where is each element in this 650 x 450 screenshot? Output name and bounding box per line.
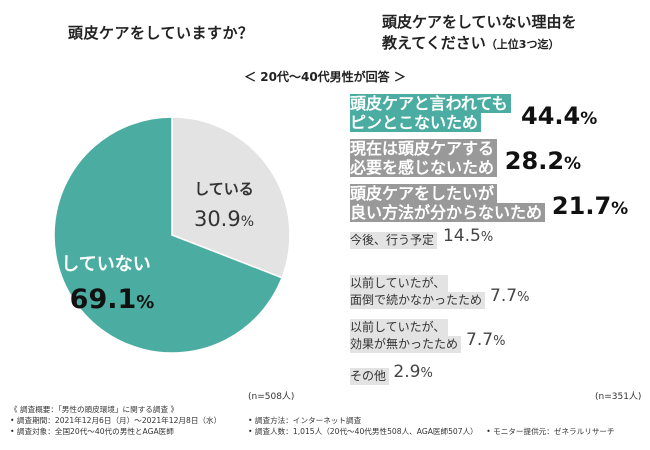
bar-label-1-line-1: 必要を感じないため — [350, 158, 498, 177]
footnote-count: • 調査人数：1,015人（20代〜40代男性508人、AGA医師507人） — [248, 427, 478, 436]
pie-label-doing: している — [194, 180, 254, 198]
pie-chart: している 30.9% していない 69.1% — [53, 116, 291, 354]
pie-value-doing: 30.9% — [194, 207, 254, 231]
footnote-period: • 調査期間：2021年12月6日（月）〜2021年12月8日（水） — [10, 416, 222, 425]
bar-label-3-line-0: 今後、行う予定 — [350, 232, 438, 249]
bar-label-4-line-0: 以前していたが、 — [350, 275, 449, 292]
bar-value-1: 28.2% — [504, 147, 582, 175]
pie-chart-title: 頭皮ケアをしていますか？ — [68, 24, 254, 42]
bar-chart: 頭皮ケアと言われても ピンとこないため 44.4% 現在は頭皮ケアする 必要を感じないた… — [350, 94, 629, 385]
bar-label-0-line-1: ピンとこないため — [350, 113, 482, 132]
bar-label-2-line-0: 頭皮ケアをしたいが — [350, 184, 498, 203]
bar-sample-size: (n=351人) — [595, 392, 642, 402]
bar-value-5: 7.7% — [466, 330, 506, 350]
bar-value-2: 21.7% — [551, 192, 629, 220]
footnote-method: • 調査方法：インターネット調査 — [248, 416, 362, 425]
bar-label-4-line-1: 面倒で続かなかったため — [350, 292, 486, 309]
pie-value-not-doing: 69.1% — [70, 284, 155, 315]
bar-chart-title: 頭皮ケアをしていない理由を 教えてください（上位3つ迄） — [382, 12, 577, 55]
bar-label-1-line-0: 現在は頭皮ケアする — [350, 139, 498, 158]
survey-footnote: 《 調査概要：「男性の頭皮環境」に関する調査 》 • 調査期間：2021年12月… — [10, 404, 650, 437]
bar-value-3: 14.5% — [442, 226, 494, 246]
pie-label-not-doing: していない — [61, 254, 150, 275]
bar-chart-title-line1: 頭皮ケアをしていない理由を — [382, 13, 577, 31]
respondents-label: ＜ 20代〜40代男性が回答 ＞ — [244, 70, 406, 84]
bar-label-5-line-0: 以前していたが、 — [350, 319, 449, 336]
bar-label-2-line-1: 良い方法が分からないため — [350, 203, 546, 222]
bar-chart-title-line2: 教えてください — [382, 34, 486, 52]
bar-label-0-line-0: 頭皮ケアと言われても — [350, 94, 511, 113]
footnote-title: 《 調査概要：「男性の頭皮環境」に関する調査 》 — [10, 405, 179, 414]
bar-label-6-line-0: その他 — [350, 368, 390, 385]
pie-sample-size: (n=508人) — [248, 392, 295, 402]
bar-value-4: 7.7% — [490, 286, 530, 306]
footnote-provider: • モニター提供元：ゼネラルリサーチ — [486, 427, 615, 436]
bar-label-5-line-1: 効果が無かったため — [350, 336, 462, 353]
bar-value-6: 2.9% — [393, 362, 433, 382]
pie-slice-0 — [171, 116, 291, 279]
bar-chart-title-suffix: （上位3つ迄） — [485, 38, 560, 51]
bar-value-0: 44.4% — [521, 102, 598, 130]
pie-slice-1 — [53, 116, 283, 354]
footnote-target: • 調査対象：全国20代〜40代の男性とAGA医師 — [10, 427, 174, 436]
